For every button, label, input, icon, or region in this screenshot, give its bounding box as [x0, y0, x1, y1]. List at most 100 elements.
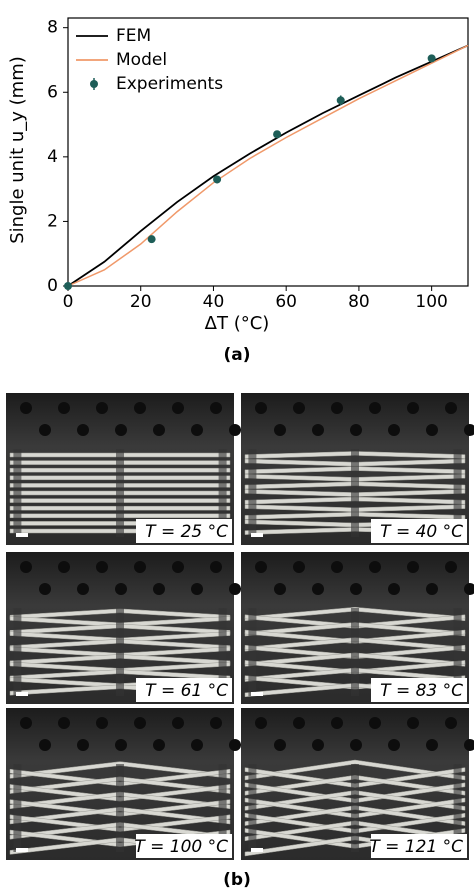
hole [96, 717, 108, 729]
hole [58, 402, 70, 414]
scale-bar [251, 848, 263, 852]
hole [331, 717, 343, 729]
panel-label: T = 121 °C [369, 837, 463, 857]
x-tick-label: 100 [415, 292, 447, 312]
hole [134, 402, 146, 414]
hole [153, 739, 165, 751]
caption-a: (a) [223, 345, 250, 365]
y-axis-label: Single unit u_y (mm) [7, 56, 28, 244]
hole [191, 424, 203, 436]
hole [77, 583, 89, 595]
label-box [371, 678, 467, 702]
scale-bar [16, 533, 28, 537]
hole [210, 561, 222, 573]
label-box [371, 519, 467, 543]
clamp [248, 449, 257, 537]
hole [369, 561, 381, 573]
scale-bar [251, 692, 263, 696]
hole [464, 739, 474, 751]
x-axis-label: ΔT (°C) [205, 313, 270, 334]
hole [172, 402, 184, 414]
hole [274, 583, 286, 595]
hole [407, 402, 419, 414]
panel-label: T = 40 °C [380, 522, 463, 542]
hole [39, 739, 51, 751]
y-tick-label: 8 [47, 18, 58, 38]
marker [64, 282, 72, 290]
hole [172, 561, 184, 573]
x-tick-label: 0 [63, 292, 74, 312]
hole [407, 717, 419, 729]
hole [388, 583, 400, 595]
hole [293, 402, 305, 414]
y-tick-label: 4 [47, 147, 58, 167]
hole [77, 424, 89, 436]
clamp [248, 764, 257, 852]
hole [388, 424, 400, 436]
hole [274, 739, 286, 751]
caption-b: (b) [223, 870, 251, 890]
hole [115, 424, 127, 436]
hole [350, 583, 362, 595]
hole [312, 739, 324, 751]
hole [191, 739, 203, 751]
hole [426, 739, 438, 751]
hole [39, 424, 51, 436]
legend-swatch [90, 80, 98, 88]
hole [312, 424, 324, 436]
hole [388, 739, 400, 751]
y-tick-label: 2 [47, 211, 58, 231]
plot-frame [67, 17, 469, 287]
hole [210, 402, 222, 414]
hole [229, 424, 241, 436]
x-tick-label: 40 [203, 292, 225, 312]
hole [229, 583, 241, 595]
hole [445, 402, 457, 414]
y-tick-label: 0 [47, 276, 58, 296]
hole [350, 424, 362, 436]
clamp [248, 608, 257, 696]
hole [331, 561, 343, 573]
label-box [136, 519, 232, 543]
hole [191, 583, 203, 595]
hole [369, 402, 381, 414]
hole [96, 402, 108, 414]
hole [369, 717, 381, 729]
marker [147, 235, 156, 244]
clamp [13, 608, 22, 696]
panel-label: T = 83 °C [380, 681, 463, 701]
hole [445, 717, 457, 729]
panel-label: T = 25 °C [145, 522, 228, 542]
x-tick-label: 20 [130, 292, 152, 312]
hole [153, 583, 165, 595]
hole [20, 402, 32, 414]
hole [426, 424, 438, 436]
hole [255, 402, 267, 414]
hole [20, 561, 32, 573]
clamp [351, 764, 359, 852]
hole [172, 717, 184, 729]
x-tick-label: 60 [275, 292, 297, 312]
panel-label: T = 61 °C [145, 681, 228, 701]
hole [134, 717, 146, 729]
hole [407, 561, 419, 573]
clamp [453, 449, 462, 537]
clamp [351, 449, 359, 537]
hole [134, 561, 146, 573]
y-tick-label: 6 [47, 82, 58, 102]
hole [39, 583, 51, 595]
hole [229, 739, 241, 751]
hole [20, 717, 32, 729]
hole [58, 561, 70, 573]
hole [464, 583, 474, 595]
hole [77, 739, 89, 751]
clamp [116, 449, 124, 537]
hole [445, 561, 457, 573]
clamp [351, 608, 359, 696]
hole [293, 561, 305, 573]
panel-label: T = 100 °C [134, 837, 228, 857]
clamp [116, 608, 124, 696]
hole [293, 717, 305, 729]
clamp [13, 449, 22, 537]
